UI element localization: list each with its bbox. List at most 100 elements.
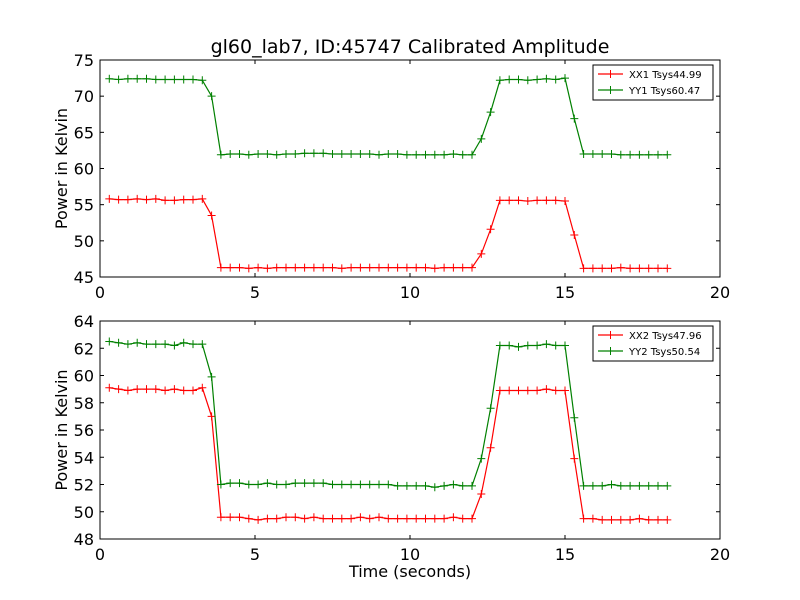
top-data-point-yy: [309, 149, 318, 158]
top-data-point-yy: [198, 76, 207, 85]
top-y-tick-label: 75: [74, 51, 94, 70]
top-legend-marker-yy: [606, 86, 615, 94]
bottom-data-point-xx: [235, 513, 244, 522]
top-data-point-yy: [161, 75, 170, 84]
top-data-point-xx: [375, 263, 383, 272]
bottom-data-point-yy: [393, 481, 402, 490]
bottom-x-tick-label: 10: [400, 545, 420, 564]
top-data-point-yy: [300, 149, 309, 158]
top-data-point-xx: [430, 264, 439, 273]
top-data-point-yy: [542, 74, 551, 83]
bottom-data-point-yy: [189, 340, 197, 349]
bottom-data-point-yy: [458, 481, 467, 490]
bottom-data-point-yy: [207, 372, 216, 381]
bottom-data-point-xx: [328, 514, 337, 523]
top-y-tick-label: 60: [74, 160, 94, 179]
top-data-point-yy: [440, 150, 449, 159]
top-data-point-yy: [105, 74, 114, 83]
top-data-point-yy: [244, 150, 253, 159]
top-data-point-yy: [588, 150, 597, 159]
bottom-data-point-xx: [179, 386, 188, 395]
top-data-point-xx: [393, 263, 402, 272]
bottom-data-point-xx: [412, 514, 421, 523]
bottom-data-point-xx: [161, 386, 170, 395]
top-data-point-xx: [533, 196, 542, 205]
top-data-point-xx: [402, 263, 411, 272]
top-x-tick-label: 10: [400, 283, 420, 302]
bottom-data-point-yy: [300, 479, 309, 488]
top-data-point-yy: [570, 114, 579, 123]
bottom-data-point-xx: [421, 514, 430, 523]
bottom-data-point-xx: [226, 513, 235, 522]
bottom-data-point-yy: [514, 342, 523, 351]
top-data-point-yy: [495, 76, 504, 85]
top-data-point-xx: [356, 263, 365, 272]
bottom-data-point-xx: [300, 514, 309, 523]
top-data-point-yy: [402, 150, 411, 159]
bottom-data-point-yy: [114, 338, 123, 347]
bottom-data-point-xx: [616, 515, 625, 524]
top-data-point-yy: [272, 150, 281, 159]
top-data-point-xx: [626, 264, 635, 273]
bottom-legend-label-xx: XX2 Tsys47.96: [629, 331, 702, 342]
bottom-data-point-yy: [598, 481, 607, 490]
top-data-point-yy: [151, 75, 160, 84]
top-data-point-xx: [542, 196, 551, 205]
bottom-data-point-yy: [179, 338, 188, 347]
bottom-data-point-xx: [347, 514, 356, 523]
top-data-point-xx: [244, 264, 253, 273]
bottom-data-point-xx: [514, 386, 523, 395]
top-data-point-yy: [337, 150, 346, 159]
bottom-data-point-xx: [105, 383, 114, 392]
top-data-point-xx: [133, 194, 142, 203]
top-data-point-xx: [486, 225, 495, 234]
bottom-data-point-xx: [663, 515, 672, 524]
bottom-data-point-xx: [244, 514, 253, 523]
top-data-point-xx: [561, 197, 569, 206]
top-data-point-yy: [430, 150, 439, 159]
top-data-point-yy: [365, 150, 374, 159]
top-data-point-xx: [384, 263, 393, 272]
top-data-point-xx: [151, 194, 160, 203]
bottom-data-point-xx: [468, 514, 476, 523]
top-data-point-yy: [319, 149, 328, 158]
top-data-point-yy: [579, 150, 588, 159]
bottom-data-point-xx: [505, 386, 514, 395]
top-data-point-xx: [654, 264, 662, 273]
top-data-point-yy: [458, 150, 467, 159]
bottom-data-point-xx: [170, 385, 179, 394]
bottom-data-point-xx: [254, 515, 263, 524]
bottom-data-point-yy: [151, 340, 160, 349]
top-data-point-yy: [226, 150, 235, 159]
bottom-y-tick-label: 60: [74, 367, 94, 386]
bottom-data-point-xx: [393, 514, 402, 523]
top-data-point-yy: [375, 150, 383, 159]
top-data-point-xx: [458, 263, 467, 272]
top-data-point-yy: [468, 150, 476, 159]
bottom-data-point-xx: [272, 514, 281, 523]
top-y-tick-label: 65: [74, 123, 94, 142]
top-data-point-xx: [114, 195, 123, 204]
bottom-data-point-yy: [402, 481, 411, 490]
bottom-data-point-xx: [402, 514, 411, 523]
bottom-data-point-xx: [533, 386, 542, 395]
bottom-data-point-yy: [272, 480, 281, 489]
bottom-data-point-yy: [356, 480, 365, 489]
top-data-point-yy: [170, 75, 179, 84]
bottom-data-point-yy: [468, 481, 476, 490]
top-data-point-xx: [319, 263, 328, 272]
top-data-point-yy: [486, 108, 495, 117]
bottom-data-point-xx: [216, 513, 225, 522]
top-data-point-xx: [263, 264, 272, 273]
bottom-data-point-yy: [663, 481, 672, 490]
bottom-data-point-xx: [114, 385, 123, 394]
bottom-data-point-xx: [375, 513, 383, 522]
bottom-data-point-yy: [412, 481, 421, 490]
top-data-point-xx: [300, 263, 309, 272]
bottom-data-point-yy: [616, 481, 625, 490]
bottom-y-tick-label: 52: [74, 476, 94, 495]
top-data-point-xx: [291, 263, 300, 272]
top-data-point-xx: [226, 263, 235, 272]
top-data-point-yy: [207, 92, 216, 101]
